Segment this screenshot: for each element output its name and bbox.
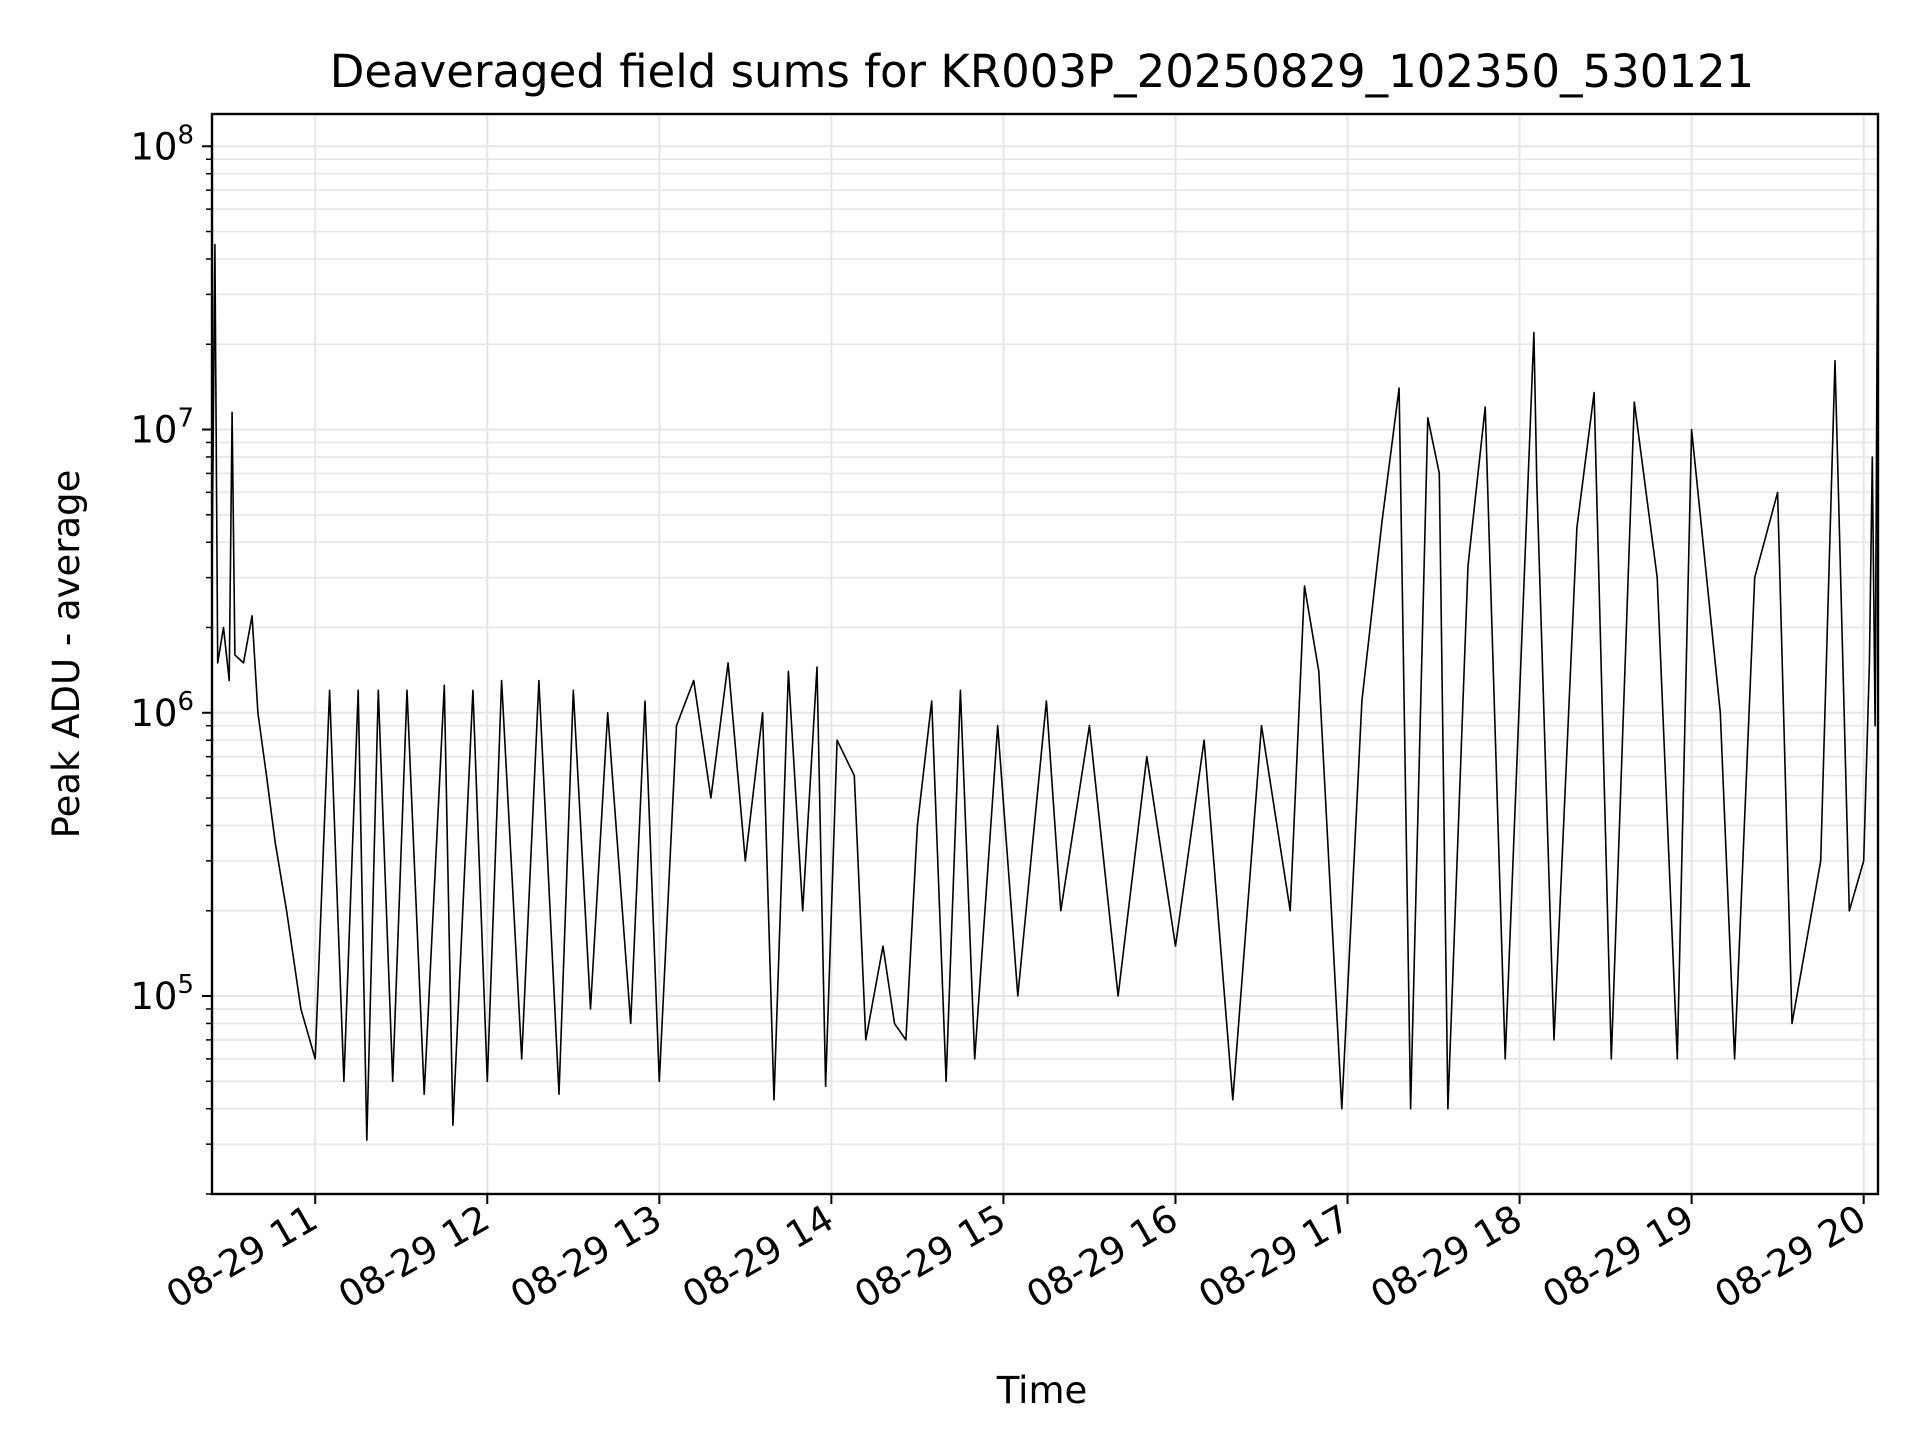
y-tick-label: 105	[130, 970, 194, 1018]
series-line	[211, 161, 1879, 1141]
y-tick-base: 10	[130, 409, 177, 452]
y-tick-exponent: 6	[177, 687, 194, 717]
y-tick-label: 108	[130, 120, 194, 168]
y-tick-exponent: 8	[177, 120, 194, 150]
y-tick-exponent: 5	[177, 970, 194, 1000]
chart-title: Deaveraged field sums for KR003P_2025082…	[330, 45, 1754, 98]
plot-area-frame	[210, 112, 1880, 1196]
y-tick-label: 106	[130, 687, 194, 735]
series-line-layer	[211, 161, 1879, 1141]
x-axis-title: Time	[996, 1369, 1088, 1412]
y-tick-base: 10	[130, 692, 177, 735]
y-tick-label: 107	[130, 404, 194, 452]
y-axis-title: Peak ADU - average	[45, 470, 88, 839]
y-tick-base: 10	[130, 125, 177, 168]
y-tick-base: 10	[130, 975, 177, 1018]
y-tick-exponent: 7	[177, 404, 194, 434]
